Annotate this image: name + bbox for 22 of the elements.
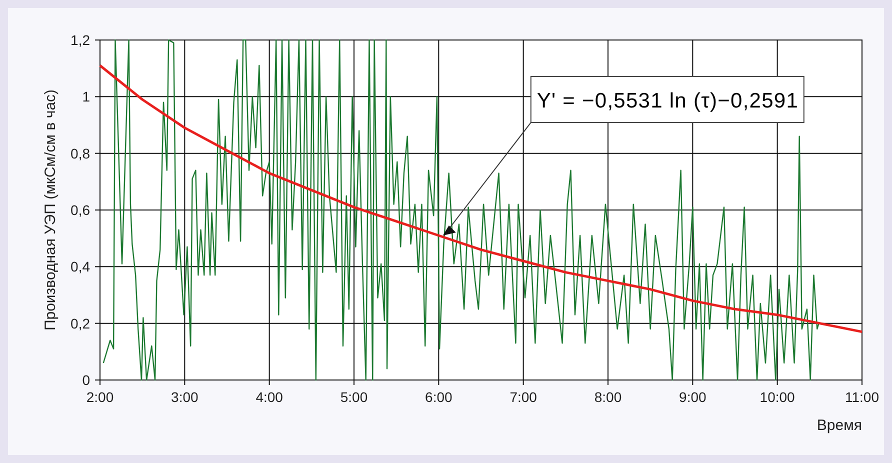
y-tick-label: 1,2: [70, 32, 90, 48]
x-tick-label: 4:00: [256, 389, 284, 405]
y-tick-label: 0,8: [70, 145, 90, 162]
x-tick-label: 8:00: [594, 389, 622, 405]
line-series: [102, 39, 820, 381]
line-series: [98, 64, 864, 334]
annotation: Y' = −0,5531 ln (τ)−0,2591: [536, 90, 798, 112]
y-tick-label: 0,6: [70, 202, 90, 218]
x-tick-label: 11:00: [845, 389, 880, 405]
y-tick-label: 0,4: [70, 258, 90, 275]
x-tick-label: 9:00: [679, 389, 707, 405]
x-tick-label: 6:00: [425, 389, 453, 405]
x-axis-title: Время: [816, 417, 862, 434]
x-tick-label: 7:00: [510, 389, 538, 405]
x-tick-label: 10:00: [760, 389, 796, 405]
y-tick-label: 1: [82, 88, 90, 105]
x-tick-label: 5:00: [340, 389, 368, 405]
y-axis-title: Производная УЭП (мкСм/см в час): [42, 89, 59, 331]
x-tick-label: 3:00: [171, 389, 199, 405]
x-tick-label: 2:00: [86, 389, 114, 405]
y-tick-label: 0,2: [70, 315, 90, 332]
y-tick-label: 0: [82, 372, 90, 388]
